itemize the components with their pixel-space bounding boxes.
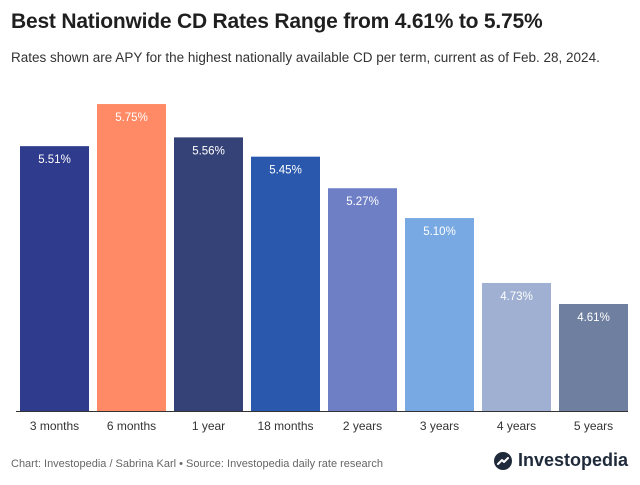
investopedia-icon	[493, 451, 512, 470]
bar-6-months	[97, 104, 166, 412]
bar-5-years	[559, 304, 628, 411]
data-label: 4.73%	[500, 291, 533, 303]
data-label: 5.27%	[346, 196, 379, 208]
chart-credit: Chart: Investopedia / Sabrina Karl • Sou…	[11, 458, 383, 470]
x-tick-label: 1 year	[192, 419, 225, 433]
data-label: 5.56%	[192, 145, 225, 157]
x-tick-label: 5 years	[574, 419, 613, 433]
data-label: 5.10%	[423, 226, 456, 238]
brand-name: Investopedia	[517, 450, 628, 470]
data-label: 5.75%	[115, 112, 148, 124]
data-label: 5.45%	[269, 165, 302, 177]
x-tick-label: 4 years	[497, 419, 536, 433]
x-tick-label: 18 months	[257, 419, 313, 433]
chart-title: Best Nationwide CD Rates Range from 4.61…	[11, 10, 543, 33]
x-tick-label: 6 months	[107, 419, 156, 433]
x-tick-label: 3 months	[30, 419, 79, 433]
data-label: 5.51%	[38, 154, 71, 166]
bar-2-years	[328, 188, 397, 411]
x-tick-label: 3 years	[420, 419, 459, 433]
bar-3-years	[405, 218, 474, 411]
x-tick-label: 2 years	[343, 419, 382, 433]
data-label: 4.61%	[577, 312, 610, 324]
chart-subtitle: Rates shown are APY for the highest nati…	[11, 50, 600, 65]
brand-logo: Investopedia	[493, 450, 628, 471]
bar-4-years	[482, 282, 551, 411]
bar-1-year	[174, 137, 243, 411]
bar-3-months	[20, 146, 89, 411]
bar-chart: 5.51% 3 months 5.75% 6 months 5.56% 1 year 5.4…	[16, 104, 628, 433]
bar-18-months	[251, 156, 320, 411]
